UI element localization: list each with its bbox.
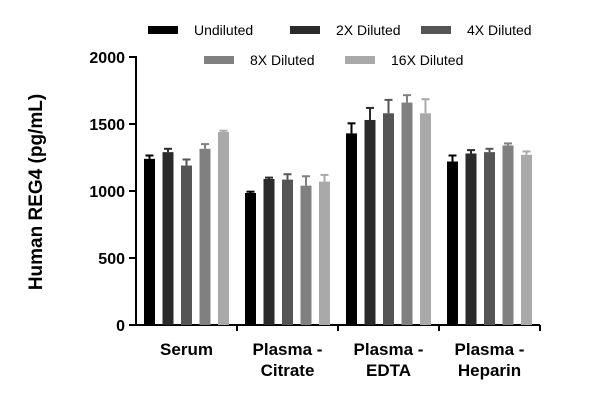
legend-swatch: [421, 26, 451, 34]
y-tick-label: 2000: [89, 50, 125, 67]
bar: [465, 153, 477, 325]
x-tick-label: Plasma -: [354, 340, 424, 359]
legend-label: Undiluted: [194, 22, 253, 38]
bar: [401, 102, 413, 325]
bar: [420, 113, 431, 325]
legend-label: 8X Diluted: [250, 52, 315, 68]
legend-label: 16X Diluted: [391, 52, 463, 68]
legend-swatch: [345, 56, 375, 64]
bar: [319, 181, 330, 325]
legend-label: 4X Diluted: [467, 22, 532, 38]
bar: [245, 193, 256, 325]
bar: [364, 119, 376, 325]
bar: [346, 133, 357, 325]
x-tick-label: Heparin: [458, 361, 521, 380]
x-tick-label: Citrate: [261, 361, 315, 380]
x-tick-label: Plasma -: [253, 340, 323, 359]
legend-swatch: [204, 56, 234, 64]
bar: [162, 152, 174, 325]
bar: [181, 165, 192, 325]
y-tick-label: 1500: [89, 117, 125, 134]
bar: [300, 185, 312, 325]
bar: [218, 132, 229, 325]
y-tick-label: 500: [98, 251, 125, 268]
bar: [144, 158, 155, 325]
bar: [521, 154, 532, 325]
bars: [144, 94, 532, 325]
x-tick-label: EDTA: [366, 361, 411, 380]
y-axis-label: Human REG4 (pg/mL): [26, 94, 47, 290]
legend-swatch: [148, 26, 178, 34]
x-tick-label: Plasma -: [455, 340, 525, 359]
legend-swatch: [290, 26, 320, 34]
legend-label: 2X Diluted: [336, 22, 401, 38]
bar: [383, 113, 394, 325]
y-tick-label: 0: [116, 318, 125, 335]
bar: [263, 178, 275, 325]
x-tick-label: Serum: [160, 340, 213, 359]
legend: Undiluted 2X Diluted 4X Diluted 8X Diluted 1…: [148, 22, 532, 68]
bar: [447, 161, 458, 325]
y-tick-label: 1000: [89, 184, 125, 201]
bar: [199, 148, 211, 325]
bar: [484, 152, 495, 325]
bar: [282, 179, 293, 325]
bar: [502, 145, 514, 325]
